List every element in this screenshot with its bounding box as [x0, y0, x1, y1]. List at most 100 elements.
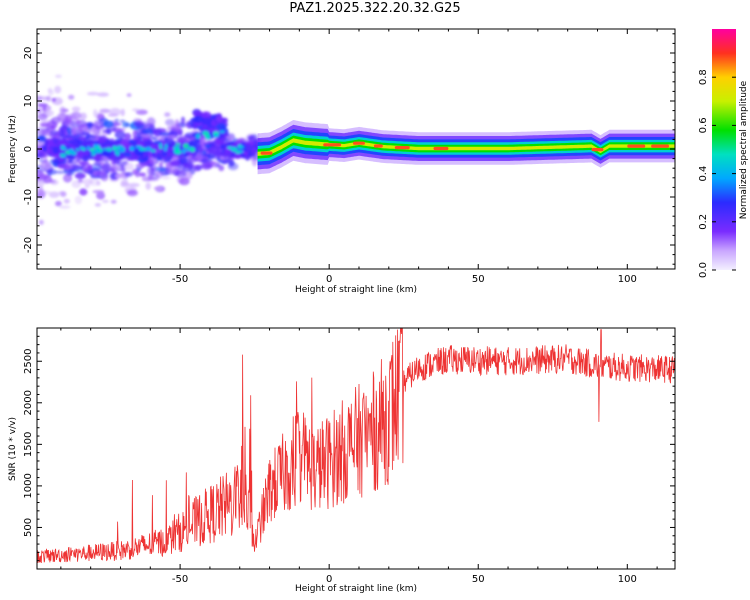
spectrogram-noise-cell: [184, 172, 193, 180]
spectrogram-dense-cell: [123, 152, 132, 157]
spectrogram-noise-cell: [201, 152, 209, 157]
colorbar-ticks: 0.0 0.2 0.4 0.6 0.8: [698, 69, 736, 278]
snr-y-ticks: 500 1000 1500 2000 2500: [23, 335, 675, 562]
spectrogram-noise-cell: [69, 128, 76, 134]
spectrogram-hot-segment: [394, 146, 410, 150]
spectrogram-noise-cell: [79, 188, 88, 196]
spectrogram-noise-cell: [186, 160, 194, 169]
spectrogram-noise-cell: [207, 154, 215, 160]
spectrogram-noise-cell: [76, 167, 84, 174]
spectrogram-heat-layer: [37, 74, 675, 225]
spectrogram-dense-cell: [216, 115, 223, 122]
spectrogram-hot-segment: [591, 148, 604, 152]
spectrogram-noise-cell: [139, 172, 147, 177]
snr-plot: -50 0 50 100 500 1000 1500 2000 2500 Height of …: [8, 327, 676, 594]
spectrogram-bright-cell: [235, 151, 241, 154]
spectrogram-noise-cell: [71, 180, 82, 189]
y-tick-label: 20: [23, 47, 34, 60]
spectrogram-noise-cell: [87, 122, 93, 131]
spectrogram-blobs: [37, 74, 267, 225]
spectrogram-noise-cell: [147, 163, 154, 167]
spectrogram-noise-cell: [153, 186, 161, 190]
y-tick-label: 2500: [23, 349, 34, 374]
spectrogram-noise-cell: [92, 162, 102, 166]
spectrogram-noise-cell: [151, 128, 161, 133]
spectrogram-hot-segment: [323, 143, 342, 147]
spectrogram-dense-cell: [193, 111, 204, 118]
spectrogram-noise-cell: [38, 219, 44, 225]
spectrogram-bright-cell: [189, 147, 196, 153]
spectrogram-bright-cell: [159, 143, 163, 148]
spectrogram-hot-segment: [651, 144, 669, 148]
spectrogram-noise-cell: [59, 205, 71, 209]
spectrogram-noise-cell: [42, 162, 52, 170]
spectrogram-noise-cell: [165, 118, 175, 126]
x-tick-label: 0: [326, 274, 332, 285]
spectrogram-noise-cell: [87, 164, 93, 170]
spectrogram-bright-cell: [89, 148, 95, 152]
spectrogram-noise-cell: [51, 97, 56, 102]
spectrogram-noise-cell: [74, 195, 83, 205]
spectrogram-noise-cell: [98, 125, 104, 131]
spectrogram-noise-cell: [152, 137, 158, 141]
spectrogram-noise-cell: [131, 108, 140, 112]
x-tick-label: -50: [172, 574, 188, 585]
spectrogram-noise-cell: [87, 128, 98, 133]
spectrogram-noise-cell: [97, 171, 107, 176]
spectrogram-noise-cell: [155, 166, 166, 172]
spectrogram-noise-cell: [37, 103, 48, 108]
spectrogram-hot-segment: [353, 141, 365, 145]
spectrogram-bright-cell: [164, 144, 168, 148]
spectrogram-dense-cell: [98, 135, 108, 144]
spectrogram-dense-cell: [83, 139, 94, 145]
spectrogram-noise-cell: [119, 119, 126, 123]
spectrogram-noise-cell: [110, 199, 117, 204]
spectrogram-noise-cell: [121, 127, 126, 132]
colorbar-tick-label: 0.4: [698, 166, 709, 182]
spectrogram-bright-cell: [163, 147, 167, 152]
y-tick-label: -20: [23, 237, 34, 253]
snr-x-ticks: -50 0 50 100: [60, 328, 658, 585]
spectrogram-dense-cell: [201, 117, 212, 126]
spectrogram-bright-cell: [139, 147, 145, 152]
spectrogram-noise-cell: [65, 114, 73, 123]
spectrogram-noise-cell: [159, 132, 170, 136]
spectrogram-noise-cell: [107, 113, 119, 117]
spectrogram-noise-cell: [73, 133, 85, 137]
spectrogram-noise-cell: [145, 182, 151, 190]
spectrogram-noise-cell: [81, 178, 94, 185]
x-tick-label: 100: [618, 574, 637, 585]
spectrogram-noise-cell: [63, 198, 70, 204]
spectrogram-x-ticks: -50 0 50 100: [60, 29, 658, 285]
spectrogram-noise-cell: [175, 125, 182, 133]
spectrogram-dense-cell: [83, 151, 90, 156]
spectrogram-noise-cell: [208, 146, 220, 154]
spectrogram-noise-cell: [65, 160, 77, 164]
spectrogram-y-ticks: -20 -10 0 10 20: [23, 33, 675, 265]
snr-series-line: [37, 328, 675, 564]
y-tick-label: 1500: [23, 432, 34, 457]
spectrogram-noise-cell: [50, 169, 57, 175]
spectrogram-noise-cell: [109, 165, 121, 170]
spectrogram-bright-cell: [112, 145, 117, 151]
y-tick-label: 1000: [23, 473, 34, 498]
spectrogram-noise-cell: [124, 162, 134, 171]
spectrogram-dense-cell: [216, 123, 227, 132]
snr-frame: [36, 327, 676, 570]
spectrogram-noise-cell: [155, 170, 164, 179]
spectrogram-dense-cell: [245, 143, 252, 152]
spectrogram-noise-cell: [76, 122, 82, 126]
snr-x-axis-label: Height of straight line (km): [295, 584, 417, 594]
spectrogram-noise-cell: [55, 74, 62, 79]
spectrogram-noise-cell: [120, 108, 125, 117]
spectrogram-noise-cell: [140, 134, 151, 138]
spectrogram-noise-cell: [71, 164, 80, 169]
spectrogram-dense-cell: [103, 144, 110, 148]
spectrogram-noise-cell: [94, 203, 101, 207]
spectrogram-x-axis-label: Height of straight line (km): [295, 285, 417, 295]
spectrogram-noise-cell: [146, 117, 156, 127]
spectrogram-noise-cell: [67, 168, 79, 172]
spectrogram-noise-cell: [189, 166, 196, 175]
spectrogram-dense-cell: [149, 143, 161, 150]
